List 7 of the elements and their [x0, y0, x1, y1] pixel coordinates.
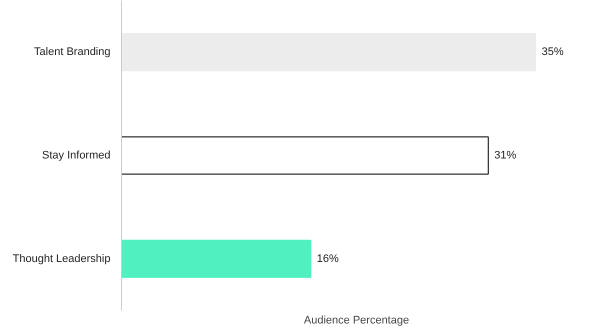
- data-label: 35%: [542, 46, 564, 58]
- data-label: 16%: [316, 252, 340, 265]
- data-label: 31%: [494, 150, 517, 162]
- y-tick-label: Stay Informed: [42, 150, 111, 162]
- y-tick-label: Talent Branding: [34, 46, 111, 58]
- x-axis-title: Audience Percentage: [304, 314, 410, 326]
- y-tick-label: Thought Leadership: [12, 252, 111, 265]
